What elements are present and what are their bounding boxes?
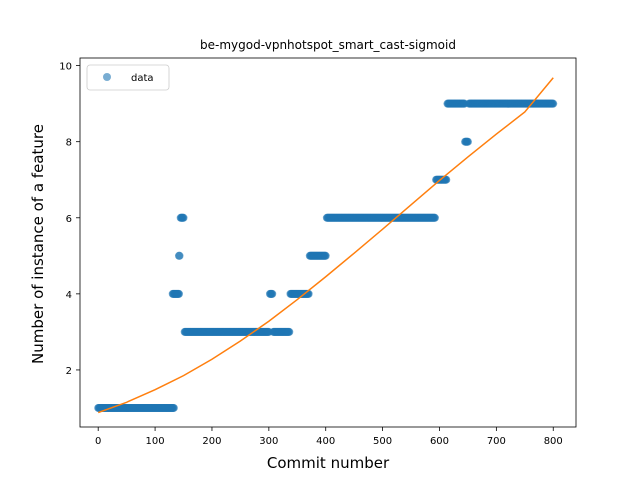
data-point [430, 213, 439, 222]
data-point [549, 99, 558, 108]
fit-curve [97, 77, 554, 414]
x-tick-label: 600 [430, 436, 449, 447]
data-point [268, 289, 277, 298]
y-tick-label: 4 [66, 290, 72, 301]
data-point [321, 251, 330, 260]
legend-box [86, 64, 170, 91]
y-axis-label: Number of instance of a feature [29, 124, 47, 364]
x-tick-label: 800 [544, 436, 563, 447]
y-tick-label: 8 [66, 138, 72, 149]
data-point [169, 403, 178, 412]
x-tick-label: 300 [259, 436, 278, 447]
x-tick-label: 0 [95, 436, 101, 447]
x-tick-label: 100 [146, 436, 165, 447]
legend-label: data [131, 73, 154, 84]
x-tick-label: 200 [202, 436, 221, 447]
x-tick-label: 700 [487, 436, 506, 447]
data-point [174, 289, 183, 298]
data-point [179, 213, 188, 222]
data-point [463, 137, 472, 146]
x-axis-label: Commit number [267, 454, 390, 472]
x-tick-label: 500 [373, 436, 392, 447]
data-point [285, 327, 294, 336]
y-tick-label: 10 [59, 62, 72, 73]
data-point [442, 175, 451, 184]
data-point [175, 251, 184, 260]
legend-marker [103, 73, 111, 81]
plot-area [94, 77, 558, 414]
axes: 0 100 200 300 400 500 600 700 800 2 4 6 8 10 [59, 57, 577, 447]
y-tick-label: 6 [66, 214, 72, 225]
x-tick-label: 400 [316, 436, 335, 447]
legend: data [86, 64, 170, 91]
axes-frame [79, 57, 577, 428]
chart-title: be-mygod-vpnhotspot_smart_cast-sigmoid [200, 38, 456, 52]
y-tick-label: 2 [66, 366, 72, 377]
